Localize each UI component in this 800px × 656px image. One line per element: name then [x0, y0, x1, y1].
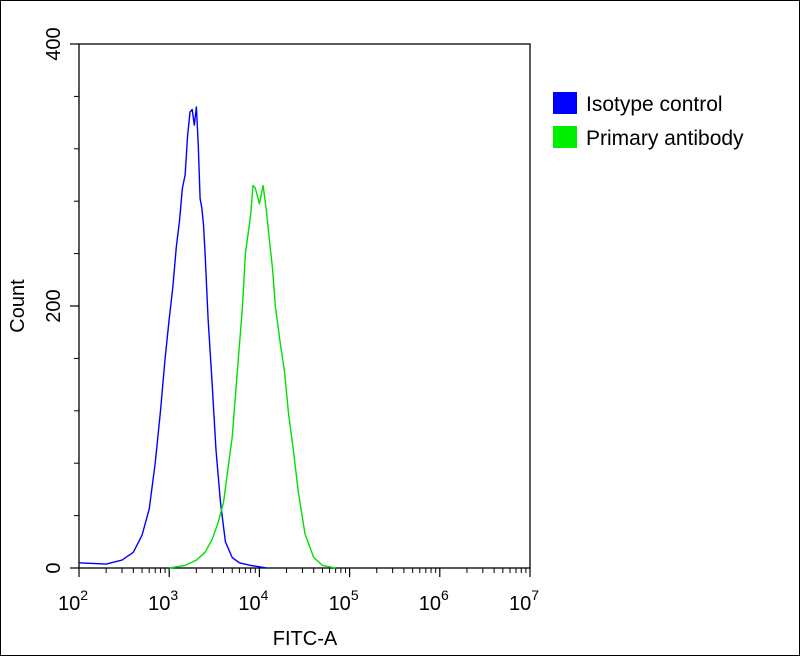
legend-label-primary-antibody: Primary antibody [586, 127, 744, 150]
x-tick-label-exponent: 6 [441, 587, 449, 603]
x-tick-label: 106 [419, 587, 449, 615]
x-tick-label: 105 [329, 587, 359, 615]
y-tick-label: 200 [43, 289, 65, 322]
x-tick-label: 102 [58, 587, 88, 615]
x-tick-label: 107 [509, 587, 539, 615]
y-tick-label: 0 [43, 562, 65, 573]
x-axis-label: FITC-A [273, 628, 338, 650]
x-tick-label-base: 10 [419, 593, 441, 615]
x-tick-label-base: 10 [238, 593, 260, 615]
x-tick-label-base: 10 [509, 593, 531, 615]
legend-swatch-primary-antibody [553, 126, 577, 148]
x-tick-label-base: 10 [148, 593, 170, 615]
y-axis-label: Count [7, 279, 29, 333]
x-tick-label-exponent: 3 [170, 587, 178, 603]
x-tick-label-base: 10 [58, 593, 80, 615]
x-tick-label-exponent: 4 [261, 587, 269, 603]
x-tick-label-exponent: 5 [351, 587, 359, 603]
legend-label-isotype-control: Isotype control [586, 93, 723, 116]
legend-swatch-isotype-control [553, 92, 577, 114]
series-lines [78, 106, 336, 569]
series-line-primary-antibody [169, 184, 336, 569]
x-tick-label-exponent: 7 [531, 587, 539, 603]
x-tick-label: 104 [238, 587, 268, 615]
x-tick-label-exponent: 2 [80, 587, 88, 603]
y-tick-label: 400 [43, 27, 65, 60]
x-tick-label: 103 [148, 587, 178, 615]
plot-area [78, 43, 531, 569]
legend: Isotype control Primary antibody [553, 92, 744, 150]
x-tick-label-base: 10 [329, 593, 351, 615]
series-line-isotype-control [78, 106, 267, 569]
